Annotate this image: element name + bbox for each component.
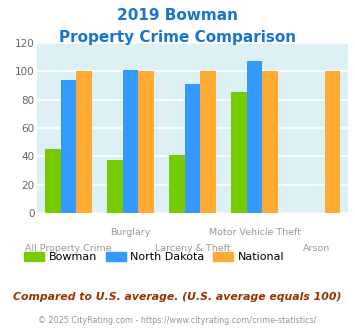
Text: © 2025 CityRating.com - https://www.cityrating.com/crime-statistics/: © 2025 CityRating.com - https://www.city… (38, 316, 317, 325)
Text: Burglary: Burglary (110, 228, 151, 237)
Bar (324, 71, 340, 213)
Bar (45, 149, 61, 213)
Text: Arson: Arson (303, 244, 331, 253)
Text: Larceny & Theft: Larceny & Theft (155, 244, 230, 253)
Text: Property Crime Comparison: Property Crime Comparison (59, 30, 296, 45)
Bar (123, 70, 138, 213)
Bar (262, 71, 278, 213)
Text: All Property Crime: All Property Crime (25, 244, 111, 253)
Bar (107, 160, 123, 213)
Bar (138, 71, 154, 213)
Text: Motor Vehicle Theft: Motor Vehicle Theft (209, 228, 301, 237)
Legend: Bowman, North Dakota, National: Bowman, North Dakota, National (20, 248, 289, 267)
Text: Compared to U.S. average. (U.S. average equals 100): Compared to U.S. average. (U.S. average … (13, 292, 342, 302)
Bar (231, 92, 247, 213)
Bar (61, 80, 76, 213)
Text: 2019 Bowman: 2019 Bowman (117, 8, 238, 23)
Bar (200, 71, 216, 213)
Bar (185, 84, 200, 213)
Bar (76, 71, 92, 213)
Bar (247, 61, 262, 213)
Bar (169, 155, 185, 213)
